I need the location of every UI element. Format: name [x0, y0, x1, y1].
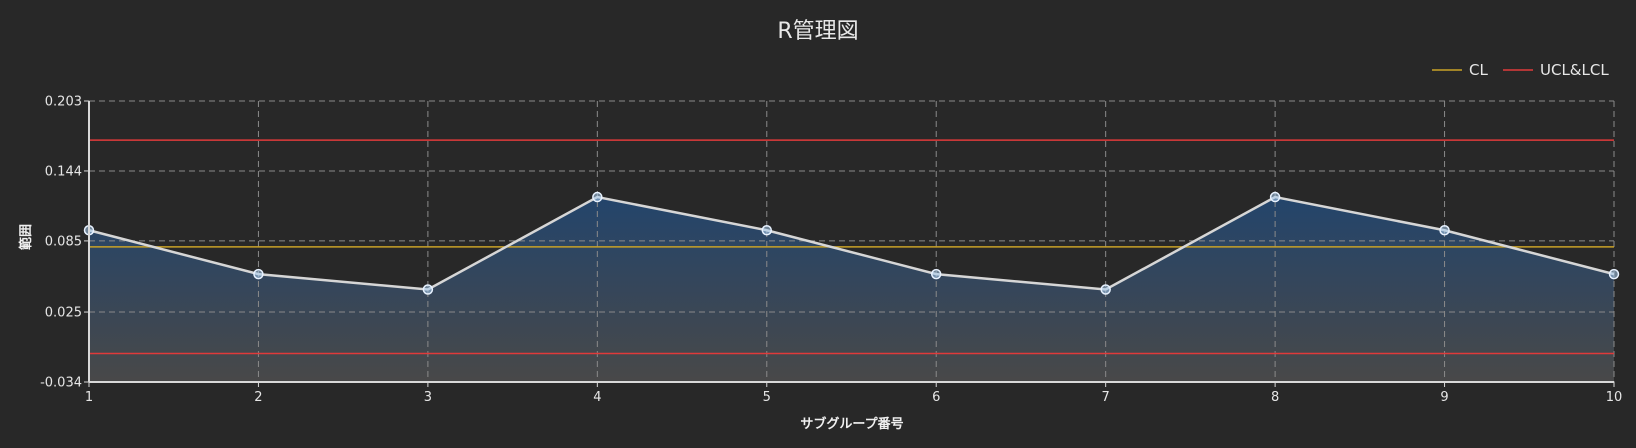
- reference-lines: [89, 139, 1614, 355]
- legend-label-ucl-lcl: UCL&LCL: [1540, 61, 1609, 79]
- data-point-5: [761, 224, 773, 236]
- x-tick-label-9: 9: [1440, 390, 1448, 405]
- x-tick-label-5: 5: [763, 390, 771, 405]
- y-tick-label-0: 0.203: [45, 95, 82, 110]
- x-tick-label-4: 4: [593, 390, 601, 405]
- x-axis-label: サブグループ番号: [800, 416, 903, 432]
- data-point-9: [1439, 224, 1450, 236]
- x-tick-label-3: 3: [424, 390, 432, 405]
- plot-area: 1 2 3 4 5 6 7 8 9 10 0.203 0.144 0.085 0.025 -0.034: [40, 95, 1622, 406]
- y-tick-label-4: -0.034: [40, 376, 82, 391]
- y-tick-label-3: 0.025: [45, 306, 82, 321]
- legend: CL UCL&LCL: [1432, 61, 1609, 79]
- y-axis-ticks: 0.203 0.144 0.085 0.025 -0.034: [40, 95, 89, 391]
- x-tick-label-1: 1: [85, 390, 93, 405]
- data-point-2: [253, 268, 264, 280]
- chart-title: R管理図: [777, 19, 858, 44]
- data-point-4: [592, 191, 603, 203]
- data-point-6: [930, 268, 942, 280]
- data-point-8: [1269, 191, 1281, 203]
- gridlines: [89, 100, 1615, 382]
- x-tick-label-8: 8: [1271, 390, 1279, 405]
- legend-label-cl: CL: [1469, 61, 1488, 79]
- series-area-fill: [89, 197, 1614, 382]
- y-axis-label: 範囲: [18, 224, 34, 250]
- y-tick-label-2: 0.085: [45, 234, 82, 249]
- x-tick-label-2: 2: [254, 390, 262, 405]
- data-point-10: [1608, 268, 1620, 280]
- x-tick-label-10: 10: [1606, 390, 1623, 405]
- data-point-3: [422, 284, 434, 295]
- x-tick-label-7: 7: [1102, 390, 1110, 405]
- data-point-7: [1100, 284, 1111, 295]
- y-tick-label-1: 0.144: [45, 164, 82, 179]
- series-line: [88, 195, 1615, 291]
- x-axis-ticks: 1 2 3 4 5 6 7 8 9 10: [85, 382, 1622, 405]
- x-tick-label-6: 6: [932, 390, 940, 405]
